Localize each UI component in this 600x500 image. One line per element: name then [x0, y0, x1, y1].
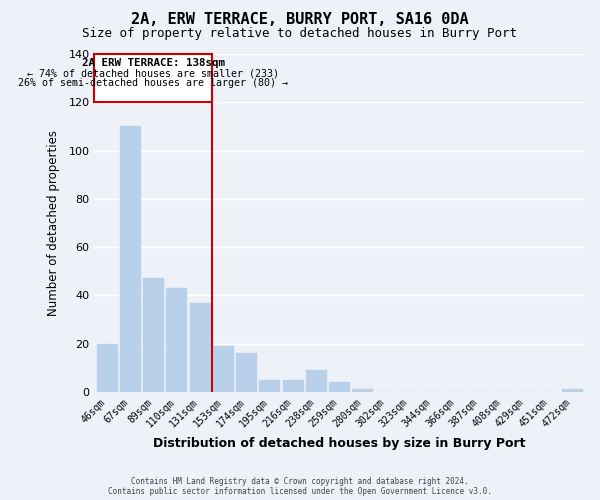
- Bar: [259, 380, 280, 392]
- Bar: [236, 353, 257, 392]
- Bar: [97, 344, 118, 392]
- FancyBboxPatch shape: [94, 54, 212, 102]
- Text: 26% of semi-detached houses are larger (80) →: 26% of semi-detached houses are larger (…: [18, 78, 288, 88]
- Bar: [213, 346, 234, 392]
- Y-axis label: Number of detached properties: Number of detached properties: [47, 130, 60, 316]
- Bar: [562, 390, 583, 392]
- Text: 2A ERW TERRACE: 138sqm: 2A ERW TERRACE: 138sqm: [82, 58, 224, 68]
- Bar: [143, 278, 164, 392]
- Text: ← 74% of detached houses are smaller (233): ← 74% of detached houses are smaller (23…: [27, 68, 279, 78]
- Bar: [352, 390, 373, 392]
- Bar: [120, 126, 141, 392]
- Text: Contains HM Land Registry data © Crown copyright and database right 2024.
Contai: Contains HM Land Registry data © Crown c…: [108, 476, 492, 496]
- X-axis label: Distribution of detached houses by size in Burry Port: Distribution of detached houses by size …: [154, 437, 526, 450]
- Text: 2A, ERW TERRACE, BURRY PORT, SA16 0DA: 2A, ERW TERRACE, BURRY PORT, SA16 0DA: [131, 12, 469, 28]
- Bar: [166, 288, 187, 392]
- Bar: [283, 380, 304, 392]
- Bar: [190, 302, 211, 392]
- Bar: [329, 382, 350, 392]
- Bar: [306, 370, 327, 392]
- Text: Size of property relative to detached houses in Burry Port: Size of property relative to detached ho…: [83, 28, 517, 40]
